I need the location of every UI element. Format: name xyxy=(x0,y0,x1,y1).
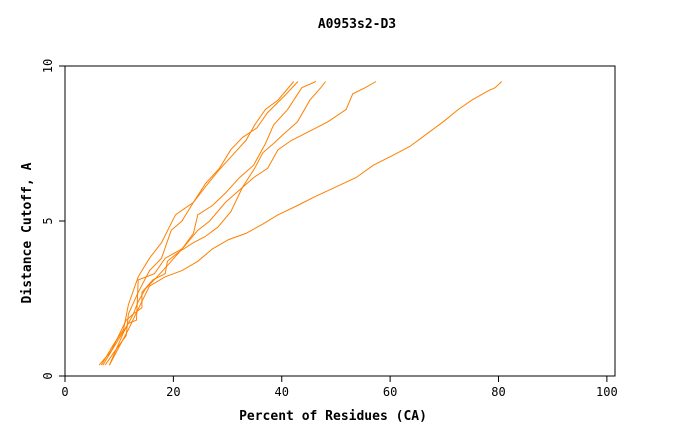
x-tick-label: 80 xyxy=(491,385,505,399)
x-tick-label: 20 xyxy=(166,385,180,399)
series-line-4 xyxy=(108,81,326,366)
y-axis: 0 5 10 xyxy=(41,59,65,380)
plot-frame xyxy=(64,65,616,377)
y-tick-label: 10 xyxy=(41,59,55,73)
y-axis-label: Distance Cutoff, A xyxy=(20,162,35,303)
series-line-2 xyxy=(104,81,295,366)
series-layer xyxy=(98,81,503,366)
x-tick-label: 60 xyxy=(383,385,397,399)
y-tick-label: 0 xyxy=(41,372,55,379)
x-axis: 0 20 40 60 80 100 xyxy=(61,376,618,399)
x-axis-label: Percent of Residues (CA) xyxy=(239,409,427,424)
series-line-6 xyxy=(98,81,377,366)
x-tick-label: 0 xyxy=(61,385,68,399)
x-tick-label: 100 xyxy=(596,385,618,399)
chart-title: A0953s2-D3 xyxy=(318,17,396,32)
y-tick-label: 5 xyxy=(41,217,55,224)
x-tick-label: 40 xyxy=(275,385,289,399)
series-line-5 xyxy=(108,81,503,366)
series-line-3 xyxy=(102,81,317,366)
